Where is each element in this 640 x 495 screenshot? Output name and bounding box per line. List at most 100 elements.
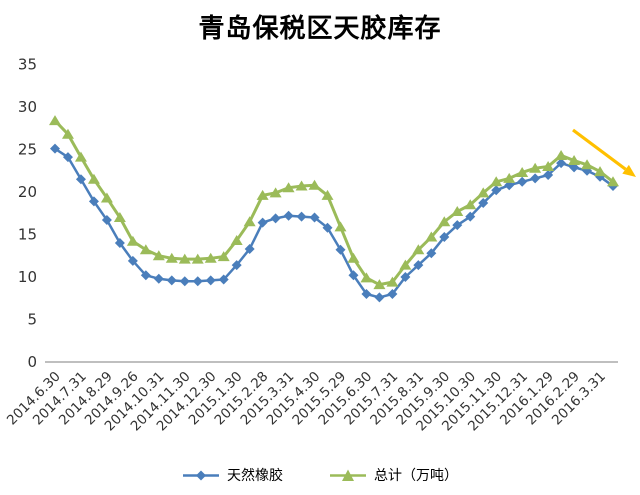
diamond-marker xyxy=(309,212,320,223)
diamond-marker xyxy=(426,248,437,259)
triangle-marker xyxy=(269,187,282,198)
x-axis-labels: 2014.6.302014.7.312014.8.292014.9.262014… xyxy=(4,369,609,435)
y-tick-label: 35 xyxy=(18,56,37,74)
legend-label-total: 总计（万吨） xyxy=(374,468,458,484)
triangle-marker xyxy=(529,162,542,173)
diamond-marker xyxy=(166,275,177,286)
triangle-marker xyxy=(425,231,438,242)
triangle-marker xyxy=(464,199,477,210)
diamond-marker xyxy=(413,260,424,271)
diamond-marker xyxy=(140,270,151,281)
diamond-marker xyxy=(153,273,164,284)
triangle-marker xyxy=(282,182,295,193)
triangle-marker xyxy=(295,180,308,191)
diamond-marker xyxy=(75,174,86,185)
diamond-marker xyxy=(296,211,307,222)
triangle-marker xyxy=(477,187,490,198)
legend: 天然橡胶 总计（万吨） xyxy=(0,465,640,485)
triangle-marker xyxy=(451,206,464,217)
y-tick-label: 10 xyxy=(18,268,37,286)
triangle-series-legend-icon xyxy=(330,469,366,481)
triangle-marker xyxy=(360,272,373,283)
chart-title: 青岛保税区天胶库存 xyxy=(198,14,442,44)
triangle-marker xyxy=(490,176,503,187)
triangle-marker xyxy=(321,189,334,200)
triangle-marker xyxy=(503,172,516,183)
y-axis-labels: 0 5 10 15 20 25 30 35 xyxy=(18,56,37,372)
diamond-marker xyxy=(517,176,528,187)
diamond-marker xyxy=(179,276,190,287)
triangle-marker xyxy=(399,259,412,270)
triangle-marker xyxy=(542,161,555,171)
diamond-marker xyxy=(348,270,359,281)
y-tick-label: 30 xyxy=(18,98,37,116)
diamond-marker xyxy=(257,217,268,228)
diamond-marker xyxy=(62,152,73,163)
diamond-marker xyxy=(452,220,463,231)
diamond-marker xyxy=(465,211,476,222)
diamond-marker xyxy=(101,215,112,226)
diamond-marker xyxy=(231,260,242,271)
triangle-marker xyxy=(568,155,581,166)
triangle-marker xyxy=(386,276,399,287)
triangle-marker xyxy=(334,221,347,232)
triangle-marker xyxy=(243,216,256,227)
diamond-marker xyxy=(205,275,216,286)
y-tick-label: 15 xyxy=(18,226,37,244)
triangle-marker xyxy=(373,279,386,290)
triangle-marker xyxy=(594,166,607,177)
y-tick-label: 20 xyxy=(18,183,37,201)
diamond-marker xyxy=(127,255,138,266)
triangle-marker xyxy=(165,252,178,263)
triangle-marker xyxy=(74,151,87,162)
triangle-marker xyxy=(139,244,152,255)
triangle-marker xyxy=(87,173,100,184)
diamond-marker xyxy=(335,244,346,255)
diamond-marker xyxy=(114,238,125,248)
diamond-marker xyxy=(270,213,281,224)
diamond-marker xyxy=(283,210,294,221)
diamond-marker xyxy=(478,198,489,209)
legend-label-natural-rubber: 天然橡胶 xyxy=(227,468,283,484)
triangle-marker xyxy=(178,253,191,264)
triangle-marker xyxy=(516,166,529,177)
diamond-series-legend-icon xyxy=(183,470,219,480)
triangle-marker xyxy=(191,253,204,264)
triangle-marker xyxy=(412,244,425,255)
triangle-marker xyxy=(152,250,165,261)
triangle-marker xyxy=(126,235,139,246)
triangle-marker xyxy=(438,216,451,227)
legend-item-total: 总计（万吨） xyxy=(329,465,458,485)
y-tick-label: 0 xyxy=(27,353,37,371)
triangle-marker xyxy=(555,149,568,160)
diamond-marker xyxy=(530,173,541,184)
legend-item-natural-rubber: 天然橡胶 xyxy=(182,465,283,485)
triangle-marker xyxy=(308,179,321,190)
triangle-marker xyxy=(230,234,243,245)
diamond-marker xyxy=(192,276,203,287)
diamond-marker xyxy=(88,196,99,207)
triangle-marker xyxy=(217,251,230,262)
triangle-marker xyxy=(61,128,74,139)
triangle-marker xyxy=(607,176,619,187)
y-tick-label: 5 xyxy=(27,311,37,329)
triangle-marker xyxy=(256,189,269,200)
diamond-marker xyxy=(387,289,398,299)
series-diamond xyxy=(50,143,618,303)
diamond-marker xyxy=(374,292,385,303)
triangle-marker xyxy=(347,252,360,263)
triangle-marker xyxy=(204,252,217,263)
triangle-marker xyxy=(113,212,126,222)
y-tick-label: 25 xyxy=(18,141,37,159)
diamond-marker xyxy=(491,185,502,196)
diamond-marker xyxy=(244,243,255,254)
diamond-marker xyxy=(50,143,60,154)
diamond-marker xyxy=(218,274,229,285)
diamond-marker xyxy=(322,222,333,233)
triangle-marker xyxy=(581,159,594,170)
series-line xyxy=(53,119,614,287)
series-triangle xyxy=(49,115,619,290)
diamond-marker xyxy=(556,158,567,169)
diamond-marker xyxy=(543,170,554,180)
